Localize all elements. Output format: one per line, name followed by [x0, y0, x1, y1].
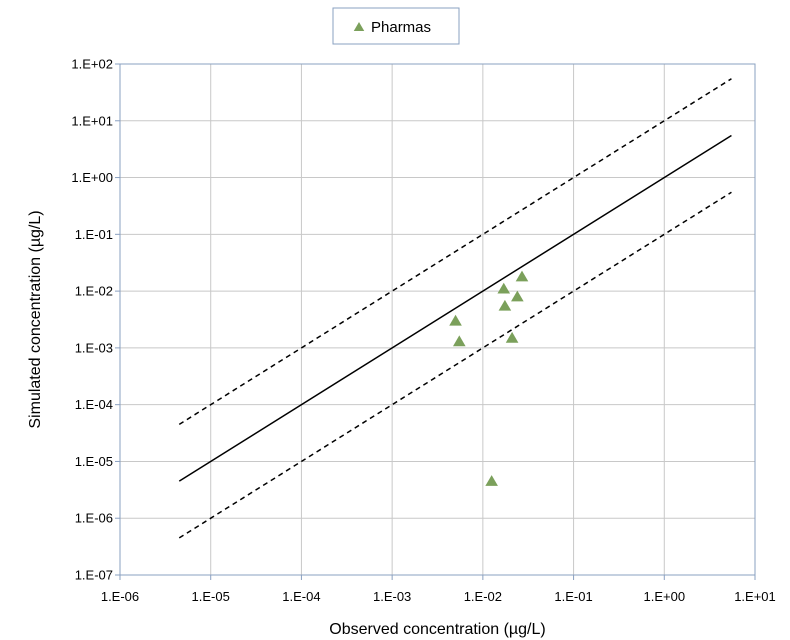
y-tick-label: 1.E-05 — [75, 454, 113, 469]
data-point-triangle — [497, 282, 511, 294]
y-tick-label: 1.E+00 — [71, 170, 113, 185]
y-tick-label: 1.E+01 — [71, 113, 113, 128]
x-tick-label: 1.E-06 — [101, 589, 139, 604]
x-tick-label: 1.E+00 — [643, 589, 685, 604]
x-tick-label: 1.E-03 — [373, 589, 411, 604]
y-axis-title: Simulated concentration (µg/L) — [27, 210, 44, 428]
data-points — [449, 270, 529, 486]
y-tick-label: 1.E-03 — [75, 340, 113, 355]
legend: Pharmas — [332, 7, 460, 45]
y-tick-label: 1.E-04 — [75, 397, 113, 412]
data-point-triangle — [453, 335, 466, 347]
reference-lines — [178, 78, 732, 539]
x-tick-label: 1.E+01 — [734, 589, 776, 604]
x-tick-label: 1.E-02 — [464, 589, 502, 604]
x-tick-label: 1.E-04 — [282, 589, 320, 604]
dashed-bound-line — [178, 78, 732, 425]
data-point-triangle — [449, 314, 462, 326]
y-tick-label: 1.E-07 — [75, 568, 113, 583]
data-point-triangle — [511, 290, 524, 302]
x-tick-labels: 1.E-06 1.E-05 1.E-04 1.E-03 1.E-02 1.E-01 1.E+… — [101, 589, 776, 604]
data-point-triangle — [505, 331, 519, 343]
data-point-triangle — [498, 299, 512, 311]
data-point-triangle — [485, 475, 498, 486]
legend-marker-triangle-icon — [353, 22, 365, 31]
one-to-one-line — [178, 134, 732, 482]
x-tick-label: 1.E-05 — [192, 589, 230, 604]
y-tick-label: 1.E-01 — [75, 227, 113, 242]
y-tick-label: 1.E-02 — [75, 284, 113, 299]
plot-area-frame — [119, 63, 756, 576]
y-tick-label: 1.E+02 — [71, 57, 113, 72]
x-axis-title: Observed concentration (µg/L) — [329, 621, 545, 638]
legend-label: Pharmas — [371, 19, 431, 36]
dashed-bound-line — [178, 191, 732, 539]
x-tick-label: 1.E-01 — [554, 589, 592, 604]
data-point-triangle — [515, 270, 529, 282]
y-tick-labels: 1.E-07 1.E-06 1.E-05 1.E-04 1.E-03 1.E-02 1.E-… — [71, 57, 113, 583]
y-tick-label: 1.E-06 — [75, 511, 113, 526]
legend-box — [332, 7, 460, 45]
